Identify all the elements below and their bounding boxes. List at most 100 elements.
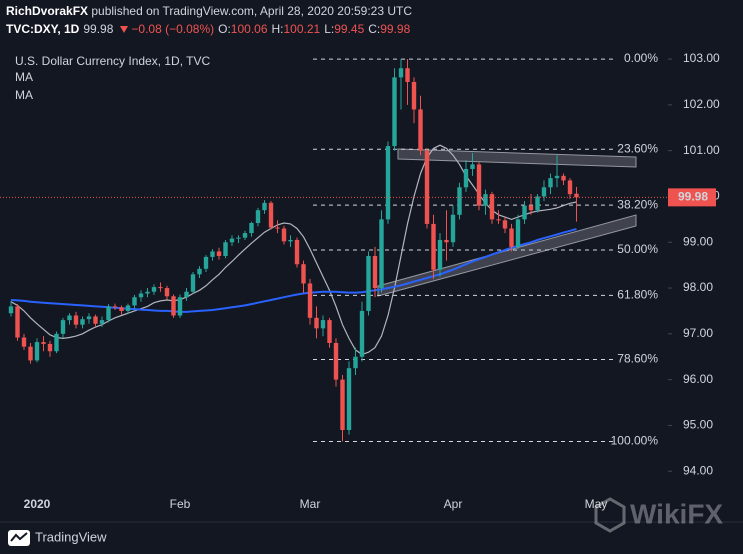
close: 99.98 — [380, 22, 410, 36]
author: RichDvorakFX — [6, 4, 88, 18]
fib-label: 50.00% — [617, 242, 658, 256]
candle-body — [268, 202, 274, 228]
candle-body — [41, 342, 46, 344]
y-tick-label: 99.00 — [683, 234, 713, 248]
fib-label: 78.60% — [617, 352, 658, 366]
candle-body — [190, 274, 196, 292]
candle-body — [255, 210, 261, 224]
candle-body — [320, 320, 326, 329]
watermark: WikiFX — [630, 498, 723, 529]
candle-body — [99, 320, 105, 324]
candle-body — [392, 77, 397, 147]
candle-body — [197, 268, 202, 275]
candle-body — [67, 315, 72, 321]
y-tick-label: 103.00 — [683, 51, 720, 65]
plot: 94.0095.0096.0097.0098.0099.00100.00101.… — [0, 51, 720, 511]
candle-body — [424, 150, 430, 224]
candle-body — [119, 307, 124, 311]
fib-label: 100.00% — [611, 434, 659, 448]
candle-body — [281, 228, 287, 242]
candle-body — [28, 346, 33, 361]
x-tick-label: Mar — [300, 497, 321, 511]
candle-body — [21, 337, 27, 347]
candle-body — [489, 194, 495, 220]
high: 100.21 — [284, 22, 321, 36]
candle-body — [151, 287, 157, 292]
candle-body — [229, 238, 235, 243]
y-tick-label: 101.00 — [683, 143, 720, 157]
legend-entry: MA — [15, 70, 33, 84]
candle-body — [353, 356, 358, 369]
open-label: O: — [218, 22, 231, 36]
candle-body — [34, 342, 40, 361]
open: 100.06 — [231, 22, 268, 36]
candle-body — [411, 81, 417, 110]
candle-body — [431, 223, 436, 270]
candle-body — [125, 305, 131, 311]
x-tick-label: May — [585, 497, 608, 511]
candle-body — [294, 239, 300, 265]
y-tick-label: 96.00 — [683, 372, 713, 386]
candle-body — [301, 264, 306, 284]
header-line-2: TVC:DXY, 1D 99.98 −0.08 (−0.08%) O:100.06 H:… — [6, 22, 411, 36]
candle-body — [93, 316, 98, 324]
candle-body — [242, 233, 248, 238]
candle-body — [346, 368, 352, 431]
candle-body — [548, 178, 553, 188]
header-line-1: RichDvorakFX published on TradingView.co… — [6, 4, 412, 18]
x-tick-label: 2020 — [24, 497, 51, 511]
chart-title: U.S. Dollar Currency Index, 1D, TVC — [15, 54, 211, 68]
candle-body — [275, 227, 280, 229]
x-tick-label: Feb — [170, 497, 191, 511]
candle-body — [216, 251, 222, 256]
upper-trend-band — [397, 148, 637, 168]
candle-body — [522, 205, 527, 220]
candle-body — [476, 164, 482, 206]
candle-body — [60, 320, 66, 334]
candle-body — [437, 239, 443, 270]
candle-body — [314, 317, 319, 329]
brand: TradingView — [35, 529, 107, 544]
candle-body — [333, 343, 339, 380]
last-price-tag — [668, 188, 716, 207]
candle-body — [249, 223, 254, 234]
low: 99.45 — [334, 22, 364, 36]
candle-body — [307, 283, 313, 318]
watermark-icon — [594, 497, 626, 533]
down-arrow-icon — [120, 26, 128, 33]
candle-body — [398, 68, 404, 78]
candle-body — [210, 251, 215, 257]
candle-body — [502, 220, 508, 229]
last: 99.98 — [83, 22, 113, 36]
change: −0.08 (−0.08%) — [131, 22, 214, 36]
candle-body — [86, 316, 92, 320]
candle-body — [164, 288, 170, 297]
last-price-label: 99.98 — [678, 190, 708, 204]
candle-body — [262, 202, 267, 211]
candle-body — [567, 180, 573, 195]
candle-body — [450, 214, 456, 243]
candle-body — [366, 255, 371, 311]
lower-trend-band — [377, 214, 637, 297]
candle-body — [541, 187, 547, 197]
candle-body — [138, 293, 144, 298]
candle-body — [145, 291, 150, 294]
fib-label: 0.00% — [624, 51, 658, 65]
candle-body — [379, 219, 384, 289]
candle-body — [444, 239, 449, 243]
candle-body — [457, 187, 462, 215]
candle-body — [496, 219, 501, 221]
y-tick-label: 95.00 — [683, 418, 713, 432]
candle-body — [236, 237, 241, 239]
y-tick-label: 97.00 — [683, 326, 713, 340]
candle-body — [177, 297, 183, 316]
candle-body — [327, 320, 332, 343]
candle-body — [171, 296, 176, 316]
candle-body — [418, 109, 423, 151]
low-label: L: — [324, 22, 334, 36]
fib-label: 38.20% — [617, 197, 658, 211]
moving-average — [10, 144, 577, 356]
y-tick-label: 102.00 — [683, 97, 720, 111]
